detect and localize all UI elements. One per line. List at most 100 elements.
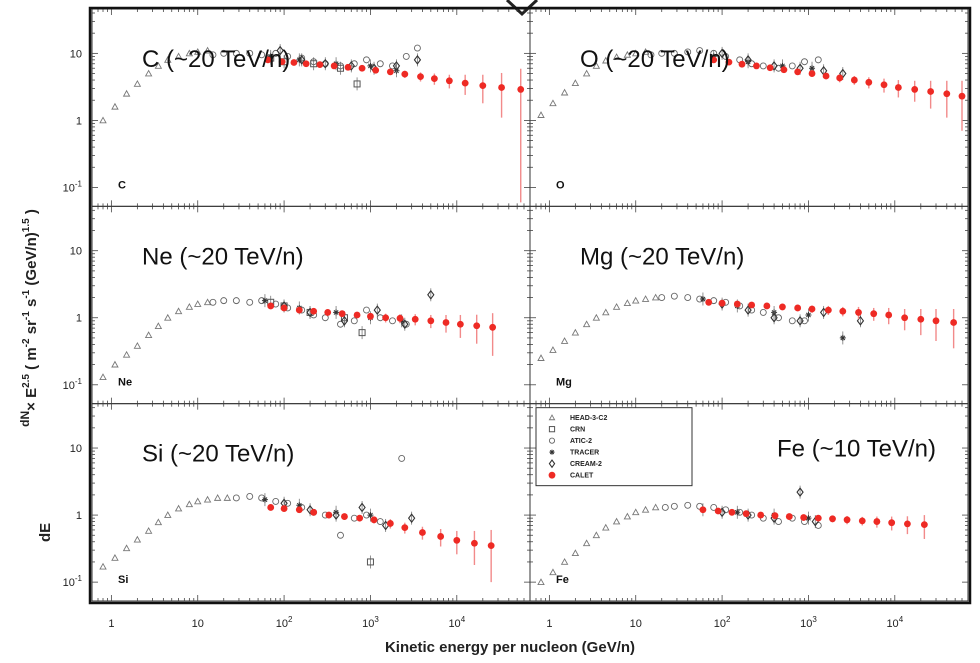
data-point (278, 58, 286, 66)
legend-marker (549, 449, 555, 455)
panel-border (91, 205, 531, 405)
data-point (744, 305, 752, 316)
data-point (865, 78, 873, 86)
data-point (822, 72, 830, 80)
legend-marker (548, 437, 556, 444)
data-point (858, 517, 866, 525)
series-calet (267, 504, 495, 583)
data-point (358, 502, 366, 513)
series-atic-2 (232, 454, 406, 539)
data-point (203, 46, 212, 54)
data-point (193, 300, 202, 307)
data-point (788, 317, 796, 325)
data-point (602, 308, 610, 316)
data-point (111, 102, 119, 110)
data-point (759, 308, 767, 316)
data-point (748, 301, 756, 309)
data-point (367, 312, 374, 320)
data-point (705, 298, 713, 306)
data-point (770, 60, 778, 71)
data-point (855, 309, 862, 316)
y-tick-label: 1 (76, 115, 82, 127)
data-point (411, 315, 419, 323)
data-point (658, 49, 666, 57)
data-point (280, 505, 288, 512)
data-point (174, 52, 183, 60)
data-point (710, 53, 717, 60)
data-point (267, 302, 275, 310)
data-point (350, 317, 358, 325)
data-point (901, 314, 909, 322)
data-point (264, 56, 272, 64)
data-point (631, 296, 640, 304)
data-point (718, 48, 726, 59)
data-point (310, 508, 318, 516)
data-point (800, 514, 808, 521)
series-calet (267, 302, 497, 356)
data-point (386, 68, 394, 76)
data-point (376, 518, 384, 526)
data-point (185, 500, 194, 508)
data-point (246, 492, 254, 500)
data-point (267, 504, 275, 511)
data-point (770, 312, 778, 323)
data-point (714, 507, 722, 515)
data-point (728, 508, 736, 516)
data-point (203, 298, 212, 306)
data-point (808, 70, 816, 77)
data-point (661, 503, 669, 511)
data-point (796, 487, 804, 498)
svg-text:dN× E2.5 ( m-2 sr-1 s-1 (GeV/n: dN× E2.5 ( m-2 sr-1 s-1 (GeV/n)1.5 ) (18, 209, 40, 427)
data-point (836, 74, 844, 82)
element-label: O (556, 179, 565, 191)
data-point (623, 512, 632, 520)
data-point (427, 317, 435, 325)
data-point (582, 320, 591, 328)
data-point (321, 58, 329, 69)
data-point (602, 56, 610, 64)
data-point (592, 61, 601, 69)
series-head-3-c2 (537, 48, 650, 118)
element-annotation: Ne (~20 TeV/n) (142, 243, 304, 270)
data-point (824, 306, 832, 314)
legend-marker (548, 459, 556, 469)
data-point (805, 311, 812, 318)
data-point (829, 515, 836, 523)
data-point (363, 306, 370, 314)
data-point (623, 50, 632, 58)
data-point (549, 568, 557, 576)
data-point (99, 562, 107, 570)
panel-border (529, 8, 969, 207)
legend-marker (548, 471, 556, 479)
legend-label: TRACER (570, 450, 599, 457)
callout-chevron-icon (505, 0, 539, 17)
legend: HEAD-3-C2 CRN ATIC-2 TRACER CREAM-2 CALET (535, 407, 693, 487)
data-point (185, 303, 194, 310)
data-point (779, 303, 786, 311)
data-point (699, 506, 707, 514)
element-label: Fe (556, 574, 569, 586)
data-point (389, 62, 396, 70)
data-point (209, 51, 217, 59)
data-point (290, 59, 298, 66)
element-annotation: O (~20 TeV/n) (580, 46, 730, 73)
data-point (456, 320, 464, 328)
data-point (473, 322, 481, 330)
data-point (870, 310, 878, 318)
series-cream-2 (718, 46, 847, 81)
data-point (780, 66, 788, 74)
data-point (122, 544, 131, 552)
data-point (744, 54, 752, 65)
panel-border (91, 8, 531, 207)
legend-label: CREAM-2 (570, 461, 602, 468)
data-point (310, 307, 318, 315)
data-point (133, 341, 142, 349)
data-point (392, 60, 401, 71)
legend-label: CALET (570, 473, 594, 480)
panel-ne: 10-1 1 10 Ne Ne (~20 TeV/n) (63, 205, 531, 405)
data-point (430, 75, 438, 83)
data-point (340, 315, 349, 326)
data-point (185, 49, 194, 57)
data-point (246, 49, 254, 57)
